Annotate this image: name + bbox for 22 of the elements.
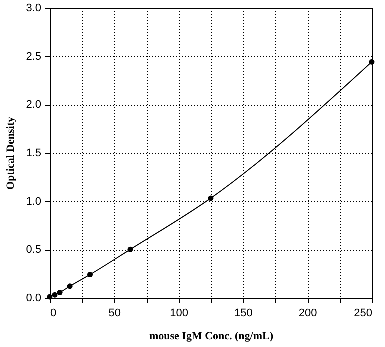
y-axis-title: Optical Density	[5, 116, 18, 190]
point	[52, 292, 58, 298]
y-tick-label: 2.0	[26, 99, 42, 112]
x-tick-label: 200	[298, 308, 318, 320]
point	[57, 290, 63, 296]
x-tick-label: 0	[50, 308, 57, 320]
x-tick-label: 250	[354, 308, 372, 320]
y-tick-label: 0.0	[26, 292, 42, 304]
point	[128, 246, 134, 252]
y-tick-label: 2.5	[26, 50, 42, 63]
point	[208, 196, 214, 202]
x-tick-label: 50	[108, 308, 122, 320]
x-axis-title: mouse IgM Conc. (ng/mL)	[149, 330, 274, 342]
y-tick-label: 0.5	[26, 244, 42, 256]
point	[369, 59, 375, 65]
x-tick-label: 100	[170, 308, 188, 320]
point	[88, 272, 93, 278]
x-tick-label: 150	[234, 308, 253, 320]
y-tick-label: 1.5	[26, 148, 42, 160]
point	[67, 284, 73, 290]
y-tick-label: 3.0	[26, 2, 42, 14]
y-tick-label: 1.0	[26, 196, 42, 208]
